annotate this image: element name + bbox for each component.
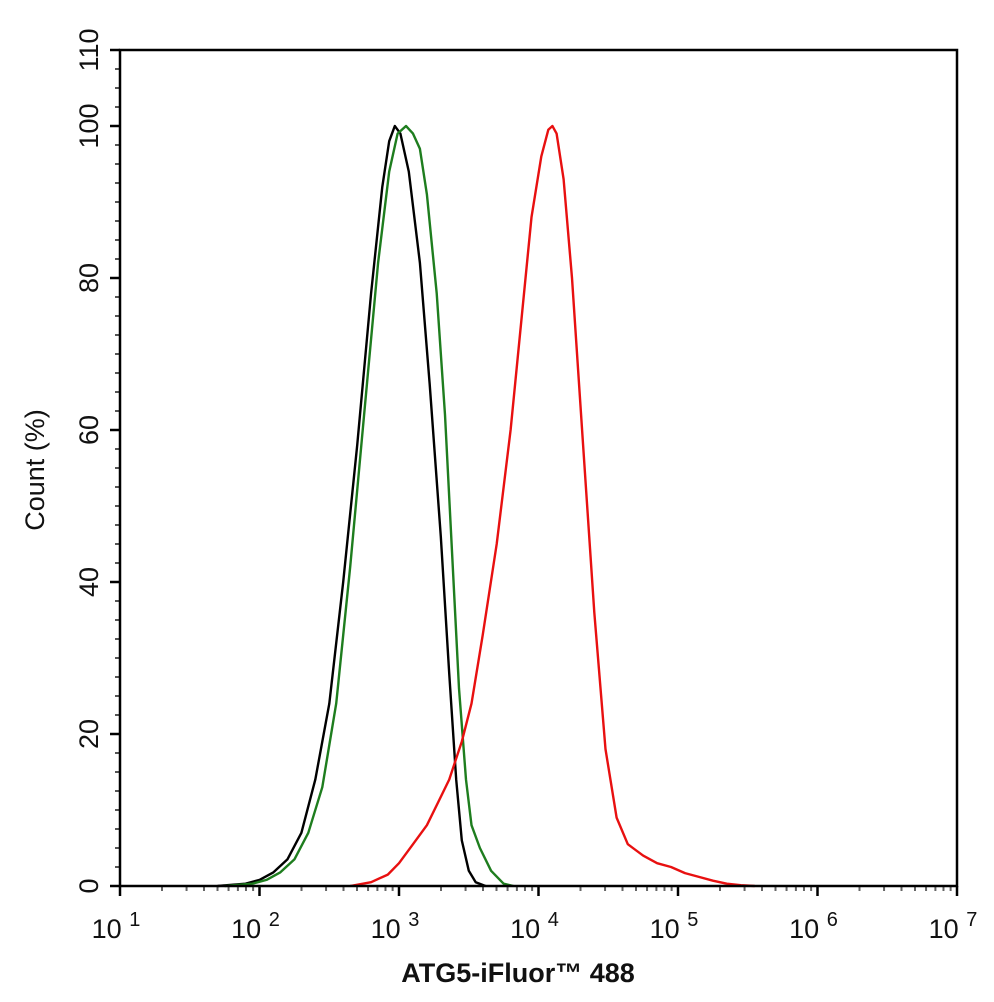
y-axis-ticks: 0 20 40 60 80 100 110: [74, 28, 120, 894]
x-tick-label: 10 1: [92, 909, 141, 944]
curve-ATG5-iFluor-488: [349, 124, 755, 888]
y-tick-label: 110: [74, 28, 104, 71]
y-tick-label: 40: [74, 567, 104, 597]
x-axis-ticks: 10 1 10 2 10 3 10 4 10 5 10 6 10 7: [92, 886, 978, 944]
x-axis-label: ATG5-iFluor™ 488: [401, 958, 635, 988]
y-tick-label: 80: [74, 263, 104, 293]
y-axis-label: Count (%): [20, 409, 50, 531]
y-tick-label: 100: [74, 103, 104, 148]
curve-isotype-control: [217, 124, 486, 888]
y-tick-label: 20: [74, 719, 104, 749]
histogram-curves: [217, 124, 755, 888]
x-tick-label: 10 7: [929, 909, 978, 944]
x-tick-label: 10 6: [789, 909, 838, 944]
x-tick-label: 10 5: [650, 909, 699, 944]
y-tick-label: 0: [74, 878, 104, 893]
x-tick-label: 10 2: [231, 909, 280, 944]
curve-unstained-control: [224, 124, 514, 888]
y-tick-label: 60: [74, 415, 104, 445]
x-tick-label: 10 4: [510, 909, 559, 944]
x-tick-label: 10 3: [371, 909, 420, 944]
